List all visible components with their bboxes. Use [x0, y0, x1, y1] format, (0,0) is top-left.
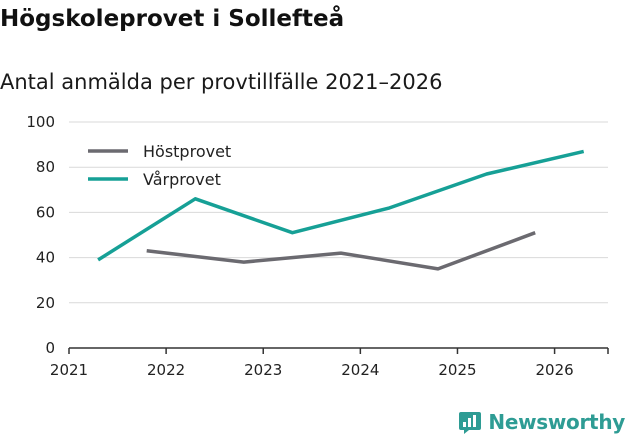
- x-tick-label: 2023: [244, 361, 282, 379]
- y-tick-label: 20: [36, 294, 55, 312]
- newsworthy-logo-icon: [459, 412, 482, 434]
- chart-subtitle: Antal anmälda per provtillfälle 2021–202…: [0, 70, 443, 94]
- y-tick-label: 0: [45, 339, 55, 357]
- y-tick-label: 100: [26, 113, 55, 131]
- brand-name: Newsworthy: [488, 410, 625, 434]
- x-tick-label: 2021: [50, 361, 88, 379]
- y-tick-label: 40: [36, 249, 55, 267]
- y-tick-label: 80: [36, 158, 55, 176]
- series-line-hostprovet: [146, 231, 536, 271]
- y-tick-label: 60: [36, 203, 55, 221]
- x-tick-label: 2025: [438, 361, 476, 379]
- x-tick-label: 2022: [147, 361, 185, 379]
- x-tick-label: 2024: [341, 361, 379, 379]
- x-tick-label: 2026: [535, 361, 573, 379]
- series-line-varprovet: [97, 149, 585, 262]
- chart-title: Högskoleprovet i Sollefteå: [0, 6, 345, 32]
- newsworthy-brand: Newsworthy: [458, 410, 625, 434]
- legend-label: Höstprovet: [143, 142, 231, 161]
- legend-label: Vårprovet: [143, 170, 221, 189]
